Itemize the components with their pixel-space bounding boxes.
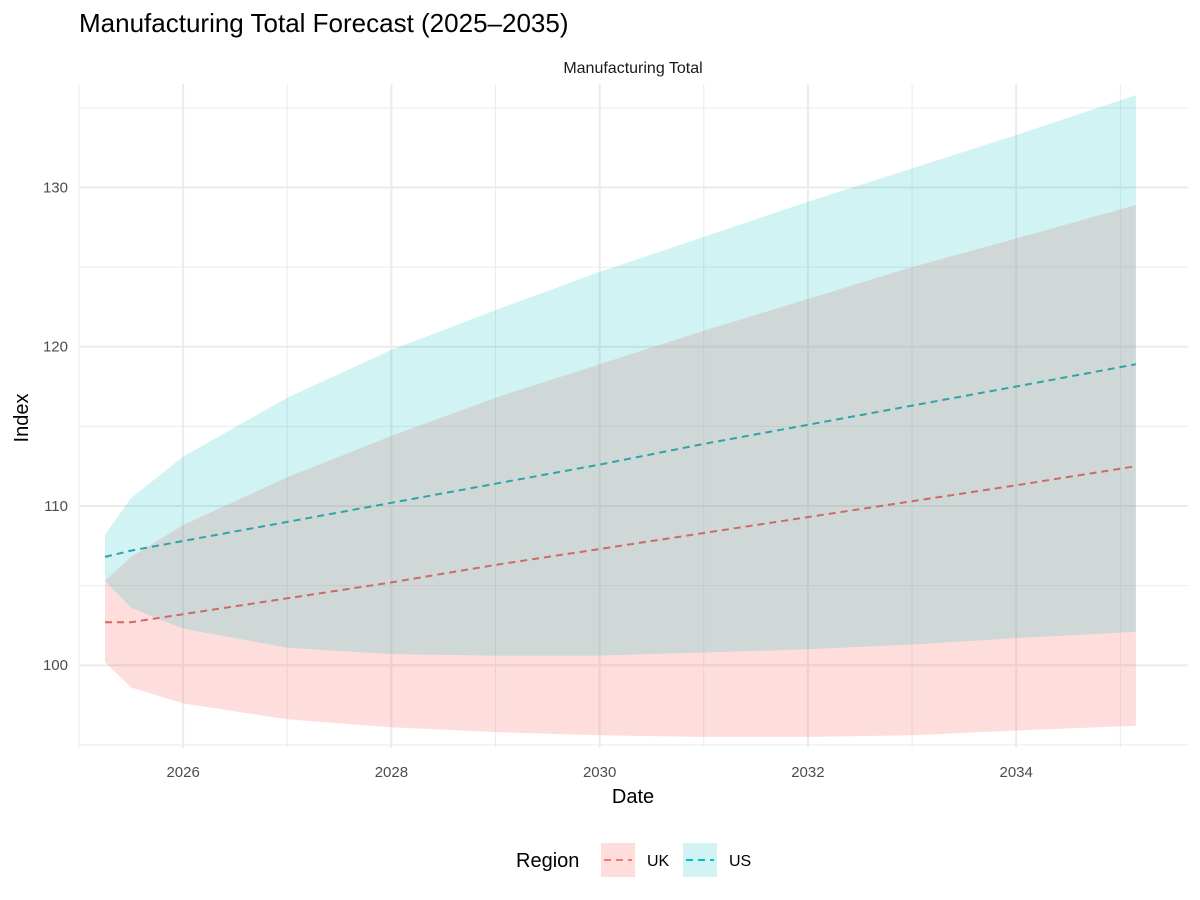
band-us xyxy=(105,95,1136,656)
y-tick-label: 100 xyxy=(43,657,68,674)
chart-title: Manufacturing Total Forecast (2025–2035) xyxy=(79,8,568,38)
x-axis-ticks: 2026 2028 2030 2032 2034 xyxy=(166,764,1032,781)
legend-label-uk: UK xyxy=(647,853,670,870)
legend-label-us: US xyxy=(729,853,751,870)
y-axis-title: Index xyxy=(11,394,33,443)
x-axis-title: Date xyxy=(612,786,654,808)
legend-title: Region xyxy=(516,850,579,872)
facet-strip-label: Manufacturing Total xyxy=(563,60,702,77)
y-tick-label: 110 xyxy=(44,498,68,515)
y-tick-label: 120 xyxy=(43,339,68,356)
y-tick-label: 130 xyxy=(43,180,68,197)
grid-lines xyxy=(78,84,1188,748)
y-axis-ticks: 100 110 120 130 xyxy=(43,180,68,675)
x-tick-label: 2034 xyxy=(999,764,1032,781)
line-us xyxy=(104,363,1137,558)
confidence-bands xyxy=(105,95,1136,737)
band-uk xyxy=(105,205,1136,737)
x-tick-label: 2028 xyxy=(375,764,408,781)
x-tick-label: 2032 xyxy=(791,764,824,781)
line-uk xyxy=(105,465,1137,624)
x-tick-label: 2026 xyxy=(166,764,199,781)
legend: Region UK US xyxy=(516,843,751,877)
x-tick-label: 2030 xyxy=(583,764,616,781)
forecast-lines xyxy=(104,363,1137,624)
